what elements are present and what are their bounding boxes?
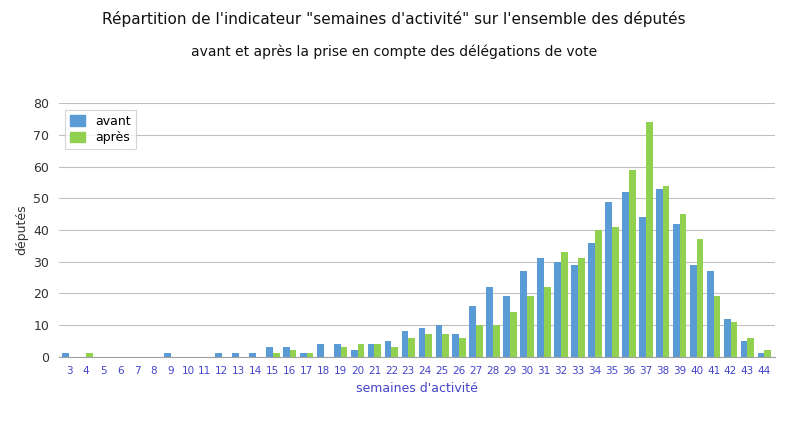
Bar	[418, 328, 426, 357]
Bar	[452, 334, 459, 357]
Bar	[645, 122, 652, 357]
Bar	[510, 312, 517, 357]
Bar	[764, 350, 771, 357]
Bar	[561, 252, 567, 357]
Bar	[680, 214, 686, 357]
Bar	[571, 265, 578, 357]
Bar	[358, 344, 364, 357]
Bar	[86, 354, 93, 357]
Text: avant et après la prise en compte des délégations de vote: avant et après la prise en compte des dé…	[191, 44, 597, 59]
Bar	[629, 170, 636, 357]
Bar	[368, 344, 374, 357]
Y-axis label: députés: députés	[15, 205, 28, 255]
Bar	[690, 265, 697, 357]
Bar	[757, 354, 764, 357]
Bar	[459, 338, 466, 357]
Bar	[741, 341, 748, 357]
Bar	[249, 354, 256, 357]
Bar	[436, 325, 442, 357]
Bar	[283, 347, 290, 357]
Bar	[317, 344, 324, 357]
Bar	[164, 354, 171, 357]
Bar	[493, 325, 500, 357]
Bar	[527, 296, 533, 357]
Bar	[611, 227, 619, 357]
Bar	[385, 341, 392, 357]
Bar	[673, 224, 680, 357]
Bar	[266, 347, 273, 357]
Bar	[232, 354, 239, 357]
Bar	[578, 258, 585, 357]
Bar	[605, 201, 611, 357]
Bar	[273, 354, 280, 357]
Bar	[486, 287, 493, 357]
Bar	[290, 350, 296, 357]
Text: Répartition de l'indicateur "semaines d'activité" sur l'ensemble des députés: Répartition de l'indicateur "semaines d'…	[102, 11, 686, 27]
Bar	[426, 334, 432, 357]
Bar	[663, 186, 670, 357]
Bar	[723, 319, 730, 357]
Bar	[748, 338, 754, 357]
Bar	[697, 239, 704, 357]
Bar	[588, 243, 595, 357]
Bar	[62, 354, 69, 357]
Bar	[476, 325, 483, 357]
Bar	[656, 189, 663, 357]
Bar	[334, 344, 340, 357]
Bar	[402, 331, 408, 357]
Bar	[544, 287, 551, 357]
Bar	[442, 334, 449, 357]
Bar	[408, 338, 415, 357]
Bar	[714, 296, 720, 357]
Bar	[470, 306, 476, 357]
Bar	[520, 271, 527, 357]
Bar	[622, 192, 629, 357]
Bar	[730, 322, 738, 357]
Bar	[504, 296, 510, 357]
Bar	[340, 347, 348, 357]
Bar	[351, 350, 358, 357]
Bar	[300, 354, 307, 357]
Bar	[554, 262, 561, 357]
Bar	[595, 230, 602, 357]
Bar	[639, 217, 645, 357]
Bar	[392, 347, 398, 357]
Bar	[374, 344, 381, 357]
Bar	[307, 354, 314, 357]
Legend: avant, après: avant, après	[65, 110, 136, 149]
Bar	[707, 271, 714, 357]
X-axis label: semaines d'activité: semaines d'activité	[356, 382, 478, 395]
Bar	[537, 258, 544, 357]
Bar	[215, 354, 222, 357]
